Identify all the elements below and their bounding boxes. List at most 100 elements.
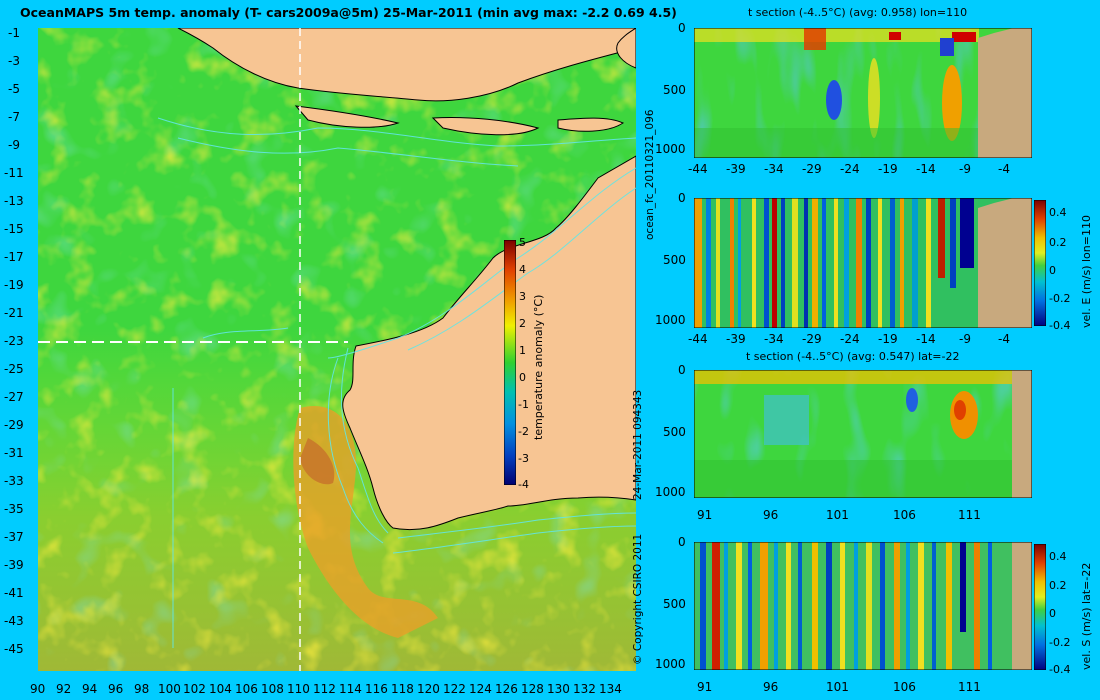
lon-tick: 106 (893, 508, 916, 522)
lon-tick: 111 (958, 508, 981, 522)
lon-tick: 120 (417, 682, 440, 696)
velocity-colorbar-south-label: vel. S (m/s) lat=-22 (1080, 562, 1093, 670)
lon-tick: 114 (339, 682, 362, 696)
lon-tick: 106 (235, 682, 258, 696)
lat-tick: -24 (840, 332, 860, 346)
colorbar-tick: -0.4 (1049, 319, 1071, 332)
depth-tick: 0 (678, 363, 686, 377)
lon-tick: 92 (56, 682, 72, 696)
bathymetry-contours (157, 117, 636, 648)
lon-tick: 134 (599, 682, 622, 696)
lon-tick: 102 (183, 682, 206, 696)
depth-tick: 0 (678, 535, 686, 549)
indonesia-landmass (177, 28, 636, 102)
colorbar-tick: -0.2 (1049, 636, 1071, 649)
lat-tick: -39 (726, 162, 746, 176)
section-temp-lat-plot (694, 370, 1032, 498)
australia-landmass (342, 155, 636, 531)
section-seafloor (1012, 370, 1032, 498)
lat-tick: -27 (4, 390, 24, 404)
lat-tick: -23 (4, 334, 24, 348)
lat-tick: -43 (4, 614, 24, 628)
lon-tick: 91 (697, 680, 713, 694)
lat-tick: -11 (4, 166, 24, 180)
lat-tick: -9 (959, 162, 971, 176)
section-seafloor (978, 198, 1032, 328)
colorbar-tick: 1 (519, 344, 526, 357)
depth-tick: 1000 (655, 657, 686, 671)
lon-tick: 108 (261, 682, 284, 696)
lon-tick: 132 (573, 682, 596, 696)
lat-tick: -5 (8, 82, 20, 96)
lon-tick: 96 (763, 508, 779, 522)
lat-tick: -1 (8, 26, 20, 40)
lon-tick: 101 (826, 680, 849, 694)
lat-tick: -14 (916, 332, 936, 346)
lon-tick: 106 (893, 680, 916, 694)
section-temp-lon-plot (694, 28, 1032, 158)
lat-tick: -15 (4, 222, 24, 236)
colorbar-tick: 0.4 (1049, 550, 1067, 563)
lat-tick: -3 (8, 54, 20, 68)
lon-tick: 96 (763, 680, 779, 694)
lat-tick: -34 (764, 162, 784, 176)
lat-tick: -17 (4, 250, 24, 264)
lat-tick: -13 (4, 194, 24, 208)
colorbar-tick: 2 (519, 317, 526, 330)
lat-tick: -4 (998, 162, 1010, 176)
lat-tick: -29 (4, 418, 24, 432)
lat-tick: -44 (688, 332, 708, 346)
lat-tick: -4 (998, 332, 1010, 346)
anomaly-map (38, 28, 636, 671)
panel-title: t section (-4..5°C) (avg: 0.958) lon=110 (748, 6, 968, 19)
depth-tick: 500 (663, 253, 686, 267)
lat-tick: -34 (764, 332, 784, 346)
lon-tick: 124 (469, 682, 492, 696)
section-vel-east-plot (694, 198, 1032, 328)
section-seafloor (978, 28, 1032, 158)
lat-tick: -29 (802, 332, 822, 346)
lat-tick: -7 (8, 110, 20, 124)
lon-tick: 94 (82, 682, 98, 696)
colorbar-tick: -4 (518, 478, 529, 491)
lat-tick: -35 (4, 502, 24, 516)
lat-tick: -19 (878, 332, 898, 346)
colorbar-tick: 5 (519, 236, 526, 249)
colorbar-tick: 0.4 (1049, 206, 1067, 219)
lat-tick: -9 (959, 332, 971, 346)
lat-tick: -45 (4, 642, 24, 656)
lat-tick: -33 (4, 474, 24, 488)
velocity-colorbar-east-label: vel. E (m/s) lon=110 (1080, 215, 1093, 328)
colorbar-tick: 0.2 (1049, 579, 1067, 592)
lat-tick: -37 (4, 530, 24, 544)
figure-title: OceanMAPS 5m temp. anomaly (T- cars2009a… (20, 5, 677, 20)
lon-tick: 100 (158, 682, 181, 696)
depth-tick: 0 (678, 21, 686, 35)
depth-tick: 500 (663, 83, 686, 97)
section-vel-south-plot (694, 542, 1032, 670)
panel-title: t section (-4..5°C) (avg: 0.547) lat=-22 (746, 350, 960, 363)
colorbar-tick: -0.4 (1049, 663, 1071, 676)
lat-tick: -24 (840, 162, 860, 176)
depth-tick: 1000 (655, 142, 686, 156)
lat-tick: -19 (878, 162, 898, 176)
colorbar-label: temperature anomaly (°C) (532, 294, 545, 440)
lat-tick: -39 (4, 558, 24, 572)
lat-tick: -39 (726, 332, 746, 346)
lat-tick: -25 (4, 362, 24, 376)
lon-tick: 91 (697, 508, 713, 522)
lon-tick: 130 (547, 682, 570, 696)
lat-tick: -29 (802, 162, 822, 176)
lat-tick: -21 (4, 306, 24, 320)
lon-tick: 104 (209, 682, 232, 696)
lon-tick: 111 (958, 680, 981, 694)
depth-tick: 0 (678, 191, 686, 205)
run-id-label: ocean_fc_20110321_096 (644, 109, 656, 240)
lon-tick: 90 (30, 682, 46, 696)
timestamp-label: 24-Mar-2011 094343 (632, 389, 644, 500)
colorbar-tick: 4 (519, 263, 526, 276)
colorbar-tick: -1 (518, 398, 529, 411)
lon-tick: 101 (826, 508, 849, 522)
lat-tick: -9 (8, 138, 20, 152)
lon-tick: 112 (313, 682, 336, 696)
